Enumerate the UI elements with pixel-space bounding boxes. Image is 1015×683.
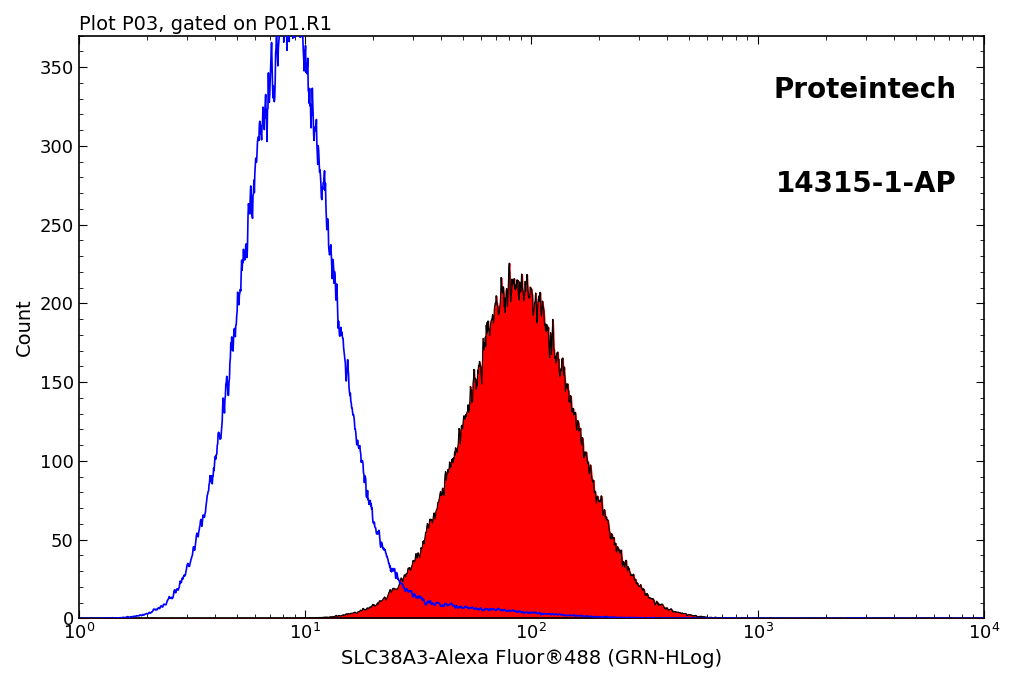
Y-axis label: Count: Count <box>15 298 33 356</box>
Text: 14315-1-AP: 14315-1-AP <box>775 169 957 197</box>
Text: Plot P03, gated on P01.R1: Plot P03, gated on P01.R1 <box>79 15 332 34</box>
Text: Proteintech: Proteintech <box>773 76 957 104</box>
X-axis label: SLC38A3-Alexa Fluor®488 (GRN-HLog): SLC38A3-Alexa Fluor®488 (GRN-HLog) <box>341 649 722 668</box>
